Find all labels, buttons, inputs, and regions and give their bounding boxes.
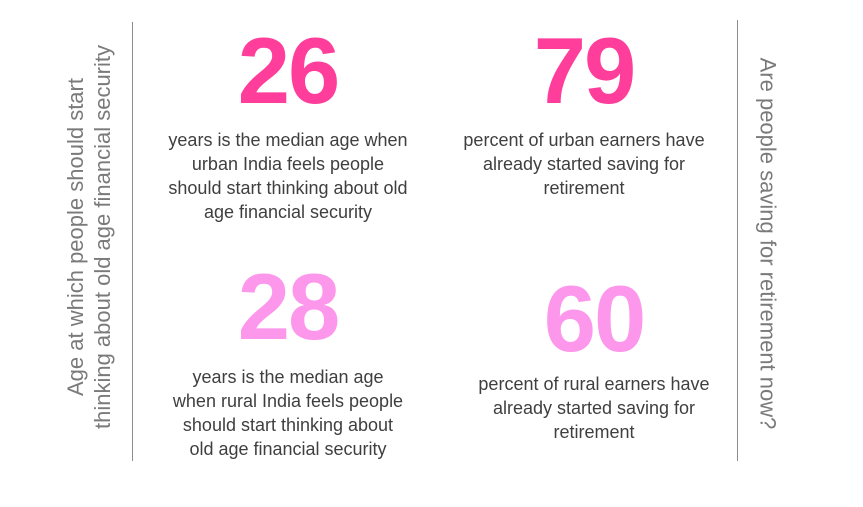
stat-description: years is the median age when urban India…: [150, 128, 426, 224]
stat-urban-saving-percent: 79 percent of urban earners have already…: [446, 24, 722, 200]
left-title-line-1: Age at which people should start: [63, 78, 88, 396]
left-section-title: Age at which people should start thinkin…: [61, 32, 117, 442]
stat-description-line: retirement: [553, 422, 635, 442]
stat-description-line: should start thinking about old: [168, 178, 408, 198]
stat-description-line: old age financial security: [189, 439, 387, 459]
stat-description-line: percent of rural earners have: [478, 374, 710, 394]
stat-value: 79: [533, 18, 637, 123]
stat-description-line: age financial security: [203, 202, 373, 222]
left-title-line-2: thinking about old age financial securit…: [90, 44, 115, 430]
stat-rural-median-age: 28 years is the median age when rural In…: [150, 260, 426, 461]
right-divider: [737, 20, 738, 461]
stat-description: years is the median age when rural India…: [153, 365, 423, 461]
stat-description: percent of rural earners have already st…: [456, 372, 732, 444]
stat-description-line: when rural India feels people: [172, 391, 404, 411]
stat-value: 28: [237, 254, 341, 359]
stat-value: 26: [237, 18, 341, 123]
stat-description-line: years is the median age: [192, 367, 384, 387]
stat-rural-saving-percent: 60 percent of rural earners have already…: [456, 272, 732, 444]
stat-value: 60: [543, 266, 647, 371]
stat-description: percent of urban earners have already st…: [446, 128, 722, 200]
stat-description-line: urban India feels people: [191, 154, 385, 174]
stat-description-line: retirement: [543, 178, 625, 198]
right-title-text: Are people saving for retirement now?: [755, 57, 781, 429]
stat-description-line: percent of urban earners have: [463, 130, 705, 150]
stat-description-line: years is the median age when: [168, 130, 408, 150]
right-section-title: Are people saving for retirement now?: [748, 38, 788, 448]
stat-urban-median-age: 26 years is the median age when urban In…: [150, 24, 426, 224]
stat-description-line: should start thinking about: [182, 415, 394, 435]
stat-description-line: already started saving for: [492, 398, 696, 418]
left-divider: [132, 22, 133, 461]
stat-description-line: already started saving for: [482, 154, 686, 174]
